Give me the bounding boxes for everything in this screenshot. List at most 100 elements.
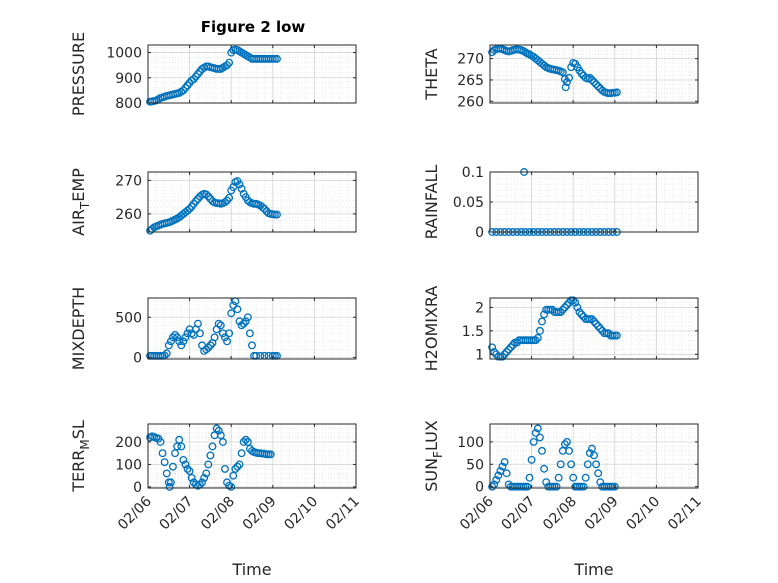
data-point <box>204 460 213 469</box>
data-point <box>565 446 573 455</box>
figure-title: Figure 2 low <box>201 18 306 36</box>
data-point <box>233 462 242 471</box>
data-point <box>169 333 177 342</box>
y-tick-label: 260 <box>457 94 484 110</box>
data-point <box>577 69 586 78</box>
data-point <box>587 444 596 453</box>
data-point <box>225 329 234 338</box>
data-point <box>243 313 252 322</box>
x-tick-label: 02/11 <box>323 494 363 534</box>
data-point <box>581 473 590 482</box>
axes-box <box>147 44 357 104</box>
data-point <box>179 337 188 346</box>
data-point <box>596 478 605 487</box>
data-point <box>585 73 594 82</box>
data-point <box>569 296 578 305</box>
panel-rainfall: 0 0.05 0.1 RAINFALL <box>422 165 699 241</box>
data-point <box>177 442 186 451</box>
data-point <box>239 438 248 446</box>
data-point <box>223 337 231 346</box>
data-point <box>198 478 207 487</box>
data-point <box>490 348 499 356</box>
data-point <box>556 308 565 317</box>
axes-box <box>489 44 699 104</box>
data-point <box>185 204 194 213</box>
data-point <box>235 180 244 189</box>
data-point <box>596 324 605 333</box>
data-point <box>237 449 246 458</box>
data-point <box>158 449 167 458</box>
panel-air_temp: 260 270 AIRTEMP <box>69 168 357 236</box>
data-point <box>556 460 565 469</box>
y-tick-label: 900 <box>115 71 142 87</box>
y-axis-label: H2OMIXRA <box>422 286 441 372</box>
data-point <box>563 301 571 309</box>
data-point <box>560 303 569 312</box>
data-point <box>498 352 507 361</box>
data-point <box>587 315 596 324</box>
data-point <box>225 58 234 67</box>
data-point <box>216 431 225 440</box>
data-point <box>590 317 598 326</box>
data-point <box>500 350 509 359</box>
data-point <box>204 343 213 352</box>
x-tick-label: 02/06 <box>457 493 497 533</box>
x-tick-label: 02/11 <box>665 494 705 534</box>
y-tick-label: 2 <box>475 300 484 316</box>
data-point <box>227 482 236 491</box>
data-point <box>231 464 240 473</box>
data-point <box>266 450 275 459</box>
y-axis-label: TERRMSL <box>69 420 92 493</box>
data-point <box>245 329 254 338</box>
data-point <box>166 337 175 346</box>
data-point <box>206 341 215 350</box>
data-point <box>221 464 229 473</box>
data-point <box>173 333 182 342</box>
y-tick-label: 1 <box>475 347 484 363</box>
y-tick-label: 270 <box>457 52 484 68</box>
data-point <box>558 305 567 314</box>
y-tick-label: 0.1 <box>462 165 484 181</box>
data-point <box>502 469 511 478</box>
data-point <box>216 321 225 330</box>
x-tick-label: 02/10 <box>623 494 663 534</box>
data-point <box>160 458 169 467</box>
data-point <box>498 462 507 471</box>
data-point <box>227 309 236 318</box>
data-point <box>592 319 601 328</box>
data-point <box>225 193 234 202</box>
data-point <box>206 451 215 460</box>
data-point <box>540 310 549 319</box>
data-point <box>492 475 501 484</box>
data-point <box>233 305 242 314</box>
data-point <box>563 437 571 446</box>
data-point <box>610 482 619 491</box>
data-point <box>187 329 196 338</box>
data-point <box>560 440 569 449</box>
y-tick-label: 100 <box>457 435 484 451</box>
data-point <box>561 83 570 92</box>
data-point <box>494 471 503 480</box>
axes-box <box>147 423 357 489</box>
data-point <box>558 68 567 77</box>
data-point <box>248 341 256 350</box>
data-point <box>506 343 515 352</box>
data-point <box>229 471 238 480</box>
data-point <box>538 317 546 326</box>
data-point <box>214 426 223 435</box>
panel-sun_flux: 0 50 100 02/06 02/07 02/08 02/09 02/10 02/11 SUNF… <box>422 420 705 533</box>
data-point <box>540 464 549 473</box>
data-point <box>523 482 532 491</box>
plot-area <box>148 424 356 488</box>
data-point <box>488 482 497 491</box>
y-tick-label: 260 <box>115 207 142 223</box>
data-point <box>191 197 200 206</box>
data-point <box>554 473 563 482</box>
data-point <box>273 54 281 63</box>
x-tick-label: 02/09 <box>582 494 622 534</box>
data-point <box>181 460 190 469</box>
y-tick-label: 100 <box>115 457 142 473</box>
data-point <box>179 455 188 464</box>
panel-mixdepth: 0 500 MIXDEPTH <box>69 287 357 370</box>
y-tick-label: 800 <box>115 96 142 112</box>
